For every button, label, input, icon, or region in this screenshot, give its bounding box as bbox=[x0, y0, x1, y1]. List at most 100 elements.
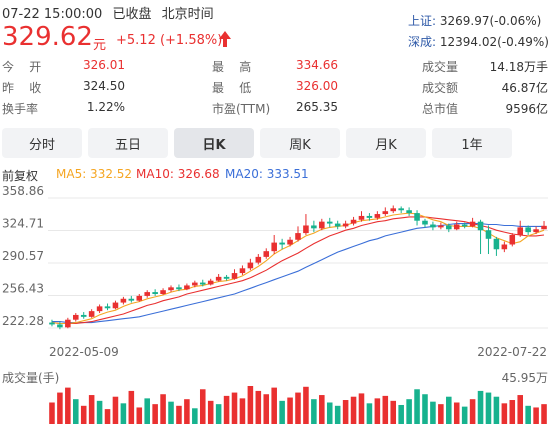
candle bbox=[136, 294, 143, 302]
candle-body bbox=[311, 225, 317, 229]
candle bbox=[295, 226, 301, 242]
volume-bar bbox=[501, 403, 508, 424]
candle-body bbox=[517, 227, 523, 235]
currency: 元 bbox=[93, 38, 107, 53]
volume-chart[interactable] bbox=[0, 384, 550, 424]
stat-value: 14.18万手 bbox=[489, 60, 548, 74]
candle-body bbox=[279, 242, 285, 245]
stat-value: 326.01 bbox=[83, 58, 125, 72]
volume-bar bbox=[223, 395, 230, 424]
candle-body bbox=[342, 223, 349, 227]
volume-bar bbox=[509, 400, 516, 424]
candle bbox=[533, 226, 539, 235]
volume-bar bbox=[255, 390, 262, 424]
volume-bar bbox=[287, 397, 293, 424]
adjust-mode[interactable]: 前复权 bbox=[2, 169, 39, 183]
candle bbox=[73, 313, 79, 322]
volume-bar bbox=[271, 387, 277, 424]
x-tick-label: 2022-07-22 bbox=[477, 345, 547, 359]
volume-bar bbox=[453, 402, 460, 424]
candle bbox=[279, 238, 285, 250]
tab-weekly-k[interactable]: 周K bbox=[260, 128, 340, 158]
volume-bar bbox=[120, 403, 127, 424]
candle bbox=[255, 254, 262, 265]
candle bbox=[334, 220, 341, 230]
tab-one-year[interactable]: 1年 bbox=[432, 128, 512, 158]
candle bbox=[398, 206, 404, 214]
volume-bar bbox=[49, 402, 55, 424]
tab-daily-k[interactable]: 日K bbox=[174, 128, 254, 158]
candle-body bbox=[461, 224, 468, 227]
tab-monthly-k[interactable]: 月K bbox=[346, 128, 426, 158]
ma20-line bbox=[52, 223, 544, 324]
candle bbox=[525, 225, 531, 235]
stat-value: 1.22% bbox=[86, 100, 125, 114]
volume-bar bbox=[96, 400, 103, 424]
candle bbox=[215, 274, 222, 282]
candle-body bbox=[104, 306, 111, 309]
volume-bar bbox=[176, 405, 182, 424]
candle-body bbox=[73, 314, 79, 320]
candle-body bbox=[533, 229, 539, 233]
candle bbox=[461, 222, 468, 229]
candle-body bbox=[509, 234, 516, 245]
candle-body bbox=[192, 282, 198, 286]
stat-value: 324.50 bbox=[83, 79, 125, 93]
y-tick-label: 324.71 bbox=[2, 217, 44, 231]
candle-body bbox=[239, 268, 246, 274]
candle bbox=[509, 233, 516, 247]
volume-bar bbox=[128, 390, 135, 424]
candle-body bbox=[176, 287, 182, 290]
candle bbox=[446, 223, 452, 233]
candle bbox=[176, 284, 182, 292]
ma10-line bbox=[51, 216, 545, 325]
candle bbox=[390, 205, 397, 214]
volume-bar bbox=[295, 392, 301, 424]
candle bbox=[96, 304, 103, 314]
volume-bar bbox=[366, 403, 373, 424]
candle-body bbox=[152, 292, 158, 295]
candle bbox=[303, 214, 309, 235]
index-sz[interactable]: 深成: 12394.02(-0.49%) bbox=[408, 33, 549, 50]
index-sz-value: 12394.02(-0.49%) bbox=[439, 35, 549, 49]
volume-bar bbox=[326, 402, 333, 424]
volume-bar bbox=[168, 401, 174, 424]
ma5-legend: MA5: 332.52 bbox=[56, 167, 133, 181]
candle-body bbox=[65, 319, 71, 328]
candle-body bbox=[160, 290, 166, 295]
candle-body bbox=[223, 276, 230, 279]
tab-intraday[interactable]: 分时 bbox=[2, 128, 82, 158]
volume-bar bbox=[57, 392, 63, 424]
candle bbox=[477, 219, 484, 255]
datetime: 07-22 15:00:00 bbox=[2, 7, 103, 22]
volume-bar bbox=[422, 394, 428, 424]
volume-bar bbox=[374, 398, 381, 424]
candle bbox=[231, 269, 238, 280]
volume-bar bbox=[231, 392, 238, 424]
volume-bar bbox=[65, 387, 71, 424]
candle bbox=[65, 317, 71, 329]
candle bbox=[358, 211, 365, 222]
candle bbox=[112, 300, 119, 310]
candlestick-chart[interactable]: 358.86 324.71 290.57 256.43 222.28 2022-05-09… bbox=[0, 185, 550, 360]
tab-five-day[interactable]: 五日 bbox=[88, 128, 168, 158]
candle bbox=[366, 213, 373, 221]
stat-label: 市盈(TTM) bbox=[212, 102, 271, 116]
candle bbox=[311, 220, 317, 233]
candle bbox=[326, 217, 333, 228]
stat-value: 9596亿 bbox=[505, 102, 548, 116]
candle bbox=[382, 207, 389, 216]
candle bbox=[493, 236, 500, 256]
ma20-legend: MA20: 333.51 bbox=[225, 167, 309, 181]
candle-body bbox=[477, 221, 484, 231]
candle bbox=[453, 221, 460, 231]
stat-value: 46.87亿 bbox=[501, 81, 548, 95]
volume-bar bbox=[192, 408, 198, 424]
candle-body bbox=[120, 298, 127, 303]
candle bbox=[422, 218, 428, 228]
volume-bar bbox=[73, 399, 79, 424]
candle bbox=[271, 234, 277, 255]
candle-body bbox=[168, 287, 174, 291]
index-sh[interactable]: 上证: 3269.97(-0.06%) bbox=[408, 12, 541, 29]
candle bbox=[80, 312, 87, 319]
